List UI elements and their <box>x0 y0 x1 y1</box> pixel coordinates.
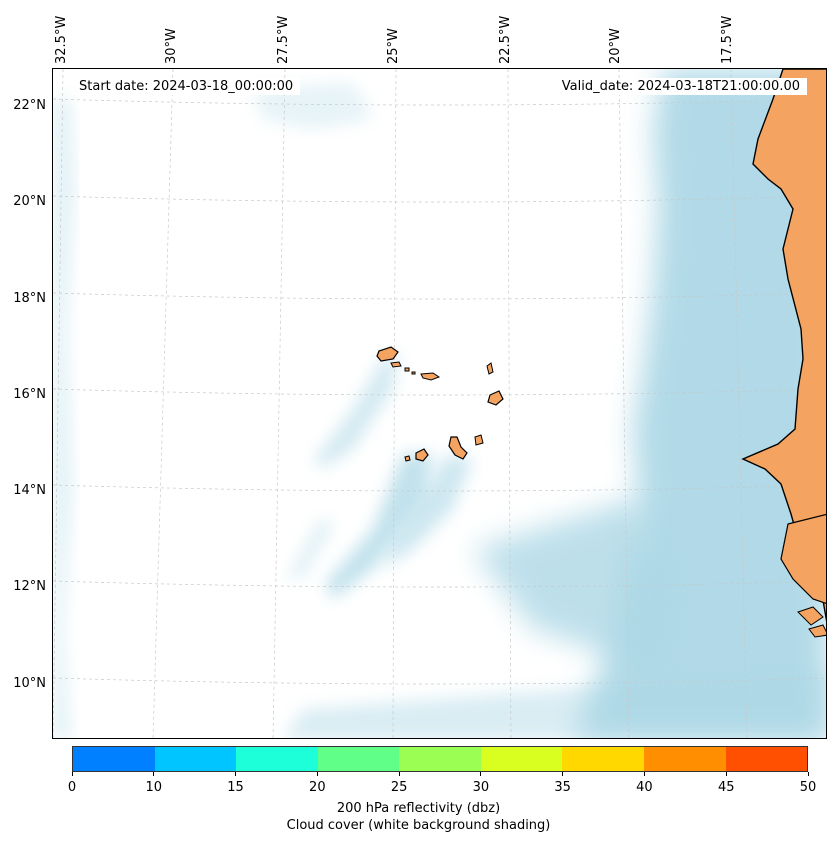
colorbar-segment-1 <box>154 747 237 771</box>
colorbar-tick <box>235 772 237 776</box>
colorbar-segment-6 <box>562 747 644 771</box>
cloud-coastal-lower <box>473 499 673 669</box>
map-canvas <box>53 69 826 738</box>
colorbar-label-cloud-cover: Cloud cover (white background shading) <box>286 818 551 833</box>
lat-label-18n: 18°N <box>13 291 46 306</box>
colorbar-tick-label: 35 <box>554 780 571 795</box>
colorbar-tick <box>316 772 318 776</box>
colorbar-tick <box>725 772 727 776</box>
colorbar-tick <box>643 772 645 776</box>
lon-label-30w: 30°W <box>164 28 179 64</box>
island-sal <box>486 362 494 375</box>
colorbar-label-reflectivity: 200 hPa reflectivity (dbz) <box>336 801 501 816</box>
lon-label-20w: 20°W <box>608 28 623 64</box>
valid-date: Valid_date: 2024-03-18T21:00:00.00 <box>554 78 807 95</box>
lon-label-17-5w: 17.5°W <box>720 15 735 64</box>
island-sao-vicente <box>390 361 402 368</box>
colorbar-segment-4 <box>399 747 481 771</box>
colorbar-tick-label: 0 <box>67 780 77 795</box>
cloud-streak-south <box>383 454 473 569</box>
colorbar-tick <box>807 772 809 776</box>
africa-peninsula-south <box>780 513 826 604</box>
colorbar-segment-7 <box>643 747 726 771</box>
island-santiago <box>448 436 468 460</box>
colorbar-tick-label: 15 <box>227 780 244 795</box>
colorbar-tick-label: 40 <box>636 780 653 795</box>
lat-label-12n: 12°N <box>13 579 46 594</box>
colorbar-tick-label: 25 <box>390 780 408 795</box>
cloud-bottom-strip <box>284 669 826 738</box>
colorbar-segment-0 <box>73 747 155 771</box>
lat-label-10n: 10°N <box>13 676 46 691</box>
colorbar-tick-label: 10 <box>145 780 163 795</box>
colorbar-segment-2 <box>236 747 318 771</box>
colorbar-tick-label: 30 <box>472 780 490 795</box>
island-maio <box>474 434 484 446</box>
lat-label-16n: 16°N <box>13 387 46 402</box>
colorbar <box>72 746 808 772</box>
lon-label-25w: 25°W <box>386 28 401 64</box>
island-fogo <box>415 448 429 462</box>
cloud-streak-west <box>289 519 333 579</box>
island-sao-nicolau <box>420 372 441 381</box>
colorbar-segment-8 <box>725 747 808 771</box>
lat-label-20n: 20°N <box>13 194 46 209</box>
colorbar-segment-5 <box>480 747 563 771</box>
island-santa-luzia <box>404 367 416 375</box>
lon-label-27-5w: 27.5°W <box>276 15 291 64</box>
colorbar-tick-label: 50 <box>799 780 817 795</box>
colorbar-segment-3 <box>317 747 400 771</box>
map-panel[interactable]: Start date: 2024-03-18_00:00:00 Valid_da… <box>52 68 827 739</box>
cloud-streak-middle <box>325 454 433 599</box>
island-brava <box>404 455 411 462</box>
lat-label-22n: 22°N <box>13 98 46 113</box>
graticule <box>53 69 826 738</box>
cloud-streak-north <box>315 351 398 469</box>
island-boa-vista <box>487 390 504 406</box>
island-santo-antao <box>376 346 399 362</box>
lat-label-14n: 14°N <box>13 483 46 498</box>
bijagos-islands <box>797 606 826 638</box>
colorbar-tick <box>71 772 73 776</box>
colorbar-tick <box>562 772 564 776</box>
lon-label-32-5w: 32.5°W <box>54 15 69 64</box>
colorbar-tick-label: 20 <box>309 780 326 795</box>
colorbar-tick <box>398 772 400 776</box>
lon-label-22-5w: 22.5°W <box>498 15 513 64</box>
cloud-west-edge <box>53 99 75 738</box>
colorbar-tick <box>480 772 482 776</box>
colorbar-tick-label: 45 <box>717 780 735 795</box>
colorbar-tick <box>153 772 155 776</box>
start-date: Start date: 2024-03-18_00:00:00 <box>72 78 301 95</box>
